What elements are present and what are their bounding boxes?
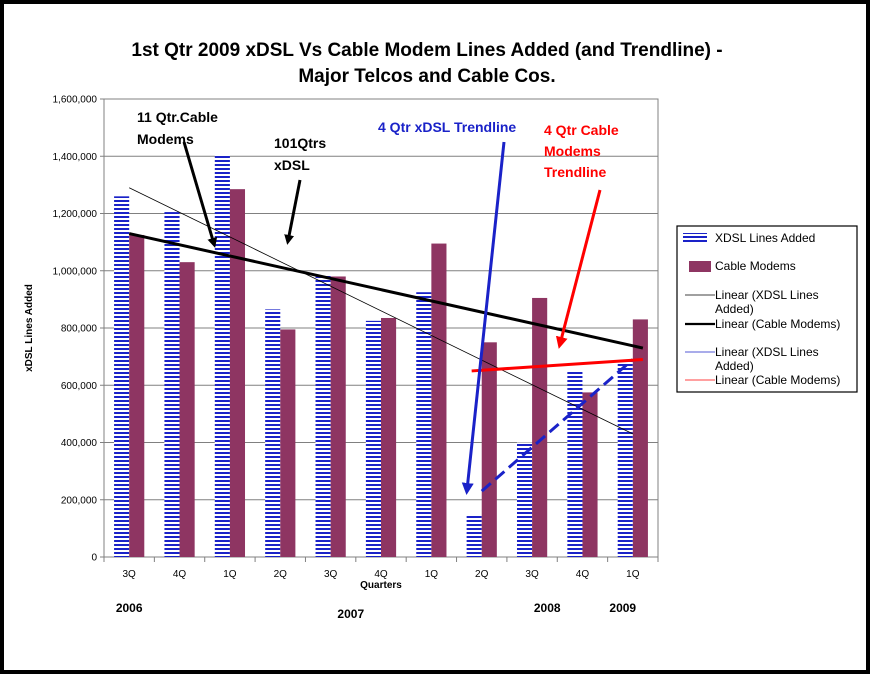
trendline-xdsl-4qtr (480, 358, 634, 493)
x-tick-label: 2Q (274, 569, 288, 580)
x-tick-label: 4Q (374, 569, 388, 580)
y-tick-label: 200,000 (61, 495, 98, 506)
xdsl-bar (567, 370, 583, 557)
annotation-xdsl-101qtrs-line1: 101Qtrs (274, 135, 326, 151)
annotation-xdsl-4qtr-arrow (461, 141, 506, 495)
annotation-cable-4qtr: 4 Qtr Cable Modems Trendline (544, 122, 623, 180)
legend-label: Linear (Cable Modems) (715, 317, 840, 331)
annotation-cable-11qtr-arrow (182, 141, 218, 248)
year-label: 2007 (337, 607, 364, 621)
annotation-cable-11qtr-line2: Modems (137, 131, 194, 147)
cable-modem-bar (330, 276, 346, 557)
x-tick-label: 4Q (576, 569, 590, 580)
chart-frame: 1st Qtr 2009 xDSL Vs Cable Modem Lines A… (4, 4, 866, 670)
xdsl-bar (114, 196, 130, 557)
x-tick-label: 2Q (475, 569, 489, 580)
cable-modem-bar (481, 342, 497, 557)
cable-modem-bar (632, 319, 648, 557)
annotations: 11 Qtr.Cable Modems 101Qtrs xDSL 4 Qtr x… (137, 109, 623, 495)
annotation-cable-4qtr-line2: Modems (544, 143, 601, 159)
annotation-cable-4qtr-arrow (555, 189, 602, 349)
legend-box (676, 225, 858, 393)
trendline-xdsl-linear (129, 187, 633, 435)
xdsl-bar (315, 275, 331, 557)
chart-title-line2: Major Telcos and Cable Cos. (298, 66, 555, 87)
y-tick-label: 0 (91, 553, 97, 564)
legend-label: Linear (XDSL Lines (715, 288, 819, 302)
legend-swatch-cable (689, 261, 711, 272)
x-axis-label: Quarters (360, 580, 402, 591)
y-tick-label: 1,400,000 (53, 152, 98, 163)
xdsl-bar (416, 292, 432, 557)
y-axis-label: xDSL Lines Added (24, 284, 35, 372)
annotation-xdsl-4qtr: 4 Qtr xDSL Trendline (378, 119, 516, 135)
annotation-xdsl-4qtr-line1: 4 Qtr xDSL Trendline (378, 119, 516, 135)
cable-modem-bar (280, 329, 296, 557)
annotation-xdsl-101qtrs: 101Qtrs xDSL (274, 135, 330, 173)
annotation-xdsl-101qtrs-arrow (284, 179, 302, 245)
xdsl-bar (164, 212, 180, 557)
annotation-cable-4qtr-line3: Trendline (544, 164, 606, 180)
trendline-cable-linear (128, 232, 644, 350)
cable-modem-bar (129, 234, 145, 557)
x-tick-label: 1Q (223, 569, 237, 580)
x-tick-label: 4Q (173, 569, 187, 580)
legend-label: XDSL Lines Added (715, 231, 815, 245)
y-tick-label: 600,000 (61, 381, 98, 392)
annotation-xdsl-101qtrs-line2: xDSL (274, 157, 310, 173)
year-label: 2009 (609, 601, 636, 615)
annotation-cable-11qtr: 11 Qtr.Cable Modems (137, 109, 222, 147)
legend-label: Linear (XDSL Lines (715, 345, 819, 359)
xdsl-bar (617, 358, 633, 557)
legend: XDSL Lines Added Cable Modems Linear (XDSL… (676, 225, 858, 393)
y-tick-label: 800,000 (61, 324, 98, 335)
legend-label: Cable Modems (715, 259, 796, 273)
xdsl-bar (516, 442, 533, 557)
xdsl-bar (466, 515, 482, 557)
x-tick-label: 3Q (123, 569, 137, 580)
xdsl-bar (365, 320, 381, 557)
x-tick-label: 3Q (525, 569, 539, 580)
y-tick-label: 1,600,000 (53, 95, 98, 106)
legend-label: Added) (715, 302, 754, 316)
cable-modem-bar (179, 262, 195, 557)
annotation-cable-11qtr-line1: 11 Qtr.Cable (137, 109, 218, 125)
y-tick-label: 1,200,000 (53, 209, 98, 220)
cable-modem-bar (229, 189, 246, 557)
cable-modem-bar (532, 297, 548, 557)
y-tick-label: 400,000 (61, 438, 98, 449)
chart-svg: 1st Qtr 2009 xDSL Vs Cable Modem Lines A… (24, 40, 858, 621)
chart-title-line1: 1st Qtr 2009 xDSL Vs Cable Modem Lines A… (131, 40, 722, 61)
legend-label: Added) (715, 359, 754, 373)
x-tick-label: 3Q (324, 569, 338, 580)
xdsl-bar (265, 309, 281, 557)
cable-modem-bar (381, 317, 397, 557)
trendline-cable-4qtr (471, 357, 643, 373)
legend-swatch-xdsl (683, 233, 707, 243)
year-label: 2008 (534, 601, 561, 615)
cable-modem-bar (582, 392, 598, 557)
annotation-cable-4qtr-line1: 4 Qtr Cable (544, 122, 619, 138)
cable-modem-bar (431, 243, 447, 557)
x-tick-label: 1Q (626, 569, 640, 580)
xdsl-bar (214, 154, 230, 557)
y-tick-label: 1,000,000 (53, 266, 98, 277)
x-tick-label: 1Q (425, 569, 439, 580)
legend-label: Linear (Cable Modems) (715, 373, 840, 387)
year-label: 2006 (116, 601, 143, 615)
